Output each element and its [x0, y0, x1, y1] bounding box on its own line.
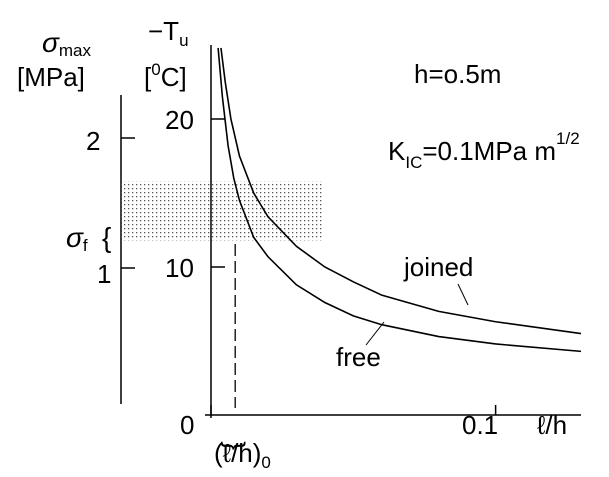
plot-area: 20 10 joined free — [121, 45, 582, 418]
series-label-free: free — [336, 342, 381, 372]
joined-leader — [457, 283, 469, 306]
left-tick-label-2: 2 — [86, 126, 100, 156]
x-tick-label-0.1: 0.1 — [462, 410, 498, 440]
critical-ratio-label: (ℓ/h)0 — [214, 438, 271, 472]
annotation-h: h=o.5m — [414, 59, 501, 89]
series-label-joined: joined — [403, 252, 473, 282]
right-axis-unit: [0C] — [144, 60, 187, 92]
right-axis-symbol: −Tu — [148, 16, 189, 50]
sigma-f-label: σf — [66, 222, 88, 255]
right-tick-label-1: 10 — [165, 253, 194, 283]
x-axis-label: ℓ/h — [537, 410, 567, 440]
free-leader — [365, 321, 385, 346]
right-tick-label-0: 20 — [165, 105, 194, 135]
annotation-kic: KIC=0.1MPa m1/2 — [388, 129, 580, 172]
series-line-free — [217, 47, 582, 353]
left-axis-unit: [MPa] — [17, 62, 85, 92]
critical-ratio-brace: { — [216, 441, 246, 450]
x-tick-label-0: 0 — [180, 410, 194, 440]
left-tick-label-1: 1 — [97, 259, 111, 289]
left-axis-symbol: σmax — [42, 27, 92, 60]
sigma-f-band — [121, 181, 322, 241]
series-line-joined — [220, 47, 582, 335]
sigma-f-brace: { — [102, 222, 111, 253]
